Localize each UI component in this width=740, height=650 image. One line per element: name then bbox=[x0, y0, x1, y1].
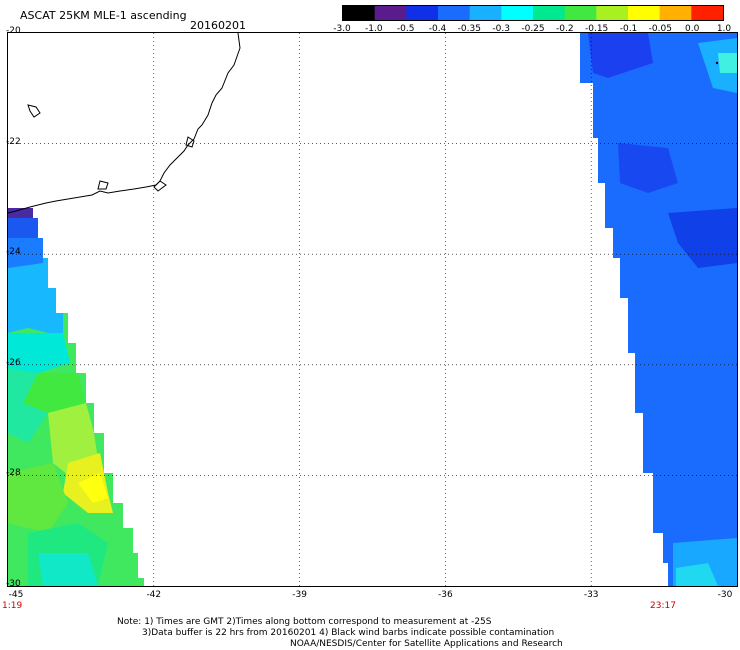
colorbar-segment bbox=[659, 6, 692, 20]
latitude-label: -30 bbox=[6, 579, 21, 589]
note-line-1: Note: 1) Times are GMT 2)Times along bot… bbox=[117, 617, 492, 627]
colorbar-tick-label: -0.25 bbox=[521, 24, 545, 34]
lat-lon-grid bbox=[8, 33, 737, 586]
colorbar-segment bbox=[374, 6, 407, 20]
colorbar-tick-label: -0.4 bbox=[428, 24, 447, 34]
colorbar-gradient bbox=[343, 6, 723, 20]
time-left: 1:19 bbox=[2, 601, 23, 611]
colorbar-segment bbox=[628, 6, 661, 20]
latitude-label: -20 bbox=[6, 26, 21, 36]
latitude-label: -26 bbox=[6, 357, 21, 368]
colorbar-tick-label: -0.15 bbox=[585, 24, 609, 34]
colorbar bbox=[342, 5, 724, 21]
island-1 bbox=[185, 136, 195, 148]
right-swath bbox=[580, 33, 737, 586]
product-date: 20160201 bbox=[190, 19, 246, 32]
longitude-label: -45 bbox=[8, 590, 24, 600]
colorbar-tick-label: -0.3 bbox=[492, 24, 510, 34]
colorbar-segment bbox=[501, 6, 534, 20]
colorbar-tick-label: -0.35 bbox=[457, 24, 481, 34]
colorbar-segment bbox=[533, 6, 566, 20]
colorbar-tick-label: -3.0 bbox=[333, 24, 351, 34]
island-3 bbox=[27, 104, 41, 118]
colorbar-tick-label: 0.0 bbox=[684, 24, 700, 34]
left-swath bbox=[8, 208, 144, 586]
colorbar-tick-label: -0.1 bbox=[619, 24, 638, 34]
longitude-label: -33 bbox=[583, 590, 599, 600]
colorbar-segment bbox=[343, 6, 376, 20]
coastline bbox=[8, 33, 241, 214]
colorbar-segment bbox=[691, 6, 723, 20]
colorbar-tick-label: -0.2 bbox=[556, 24, 574, 34]
colorbar-tick-label: -0.05 bbox=[648, 24, 672, 34]
note-line-3: NOAA/NESDIS/Center for Satellite Applica… bbox=[290, 639, 563, 649]
colorbar-segment bbox=[438, 6, 471, 20]
colorbar-tick-label: 1.0 bbox=[716, 24, 732, 34]
latitude-label: -28 bbox=[6, 468, 21, 479]
map-canvas bbox=[8, 33, 737, 586]
island-2 bbox=[97, 180, 109, 190]
colorbar-tick-label: -0.5 bbox=[396, 24, 415, 34]
longitude-label: -39 bbox=[292, 590, 307, 600]
wind-barb-marker bbox=[715, 61, 719, 65]
longitude-label: -36 bbox=[438, 590, 453, 600]
time-right: 23:17 bbox=[650, 601, 676, 611]
colorbar-segment bbox=[406, 6, 439, 20]
note-line-2: 3)Data buffer is 22 hrs from 20160201 4)… bbox=[142, 628, 555, 638]
island-4 bbox=[153, 180, 167, 192]
latitude-label: -22 bbox=[6, 136, 21, 147]
map-frame bbox=[7, 32, 738, 587]
colorbar-segment bbox=[469, 6, 502, 20]
product-title: ASCAT 25KM MLE-1 ascending bbox=[20, 9, 187, 22]
colorbar-tick-label: -1.0 bbox=[365, 24, 383, 34]
colorbar-segment bbox=[596, 6, 629, 20]
longitude-label: -42 bbox=[146, 590, 162, 600]
latitude-label: -24 bbox=[6, 247, 21, 258]
colorbar-segment bbox=[564, 6, 597, 20]
longitude-label: -30 bbox=[717, 590, 733, 600]
